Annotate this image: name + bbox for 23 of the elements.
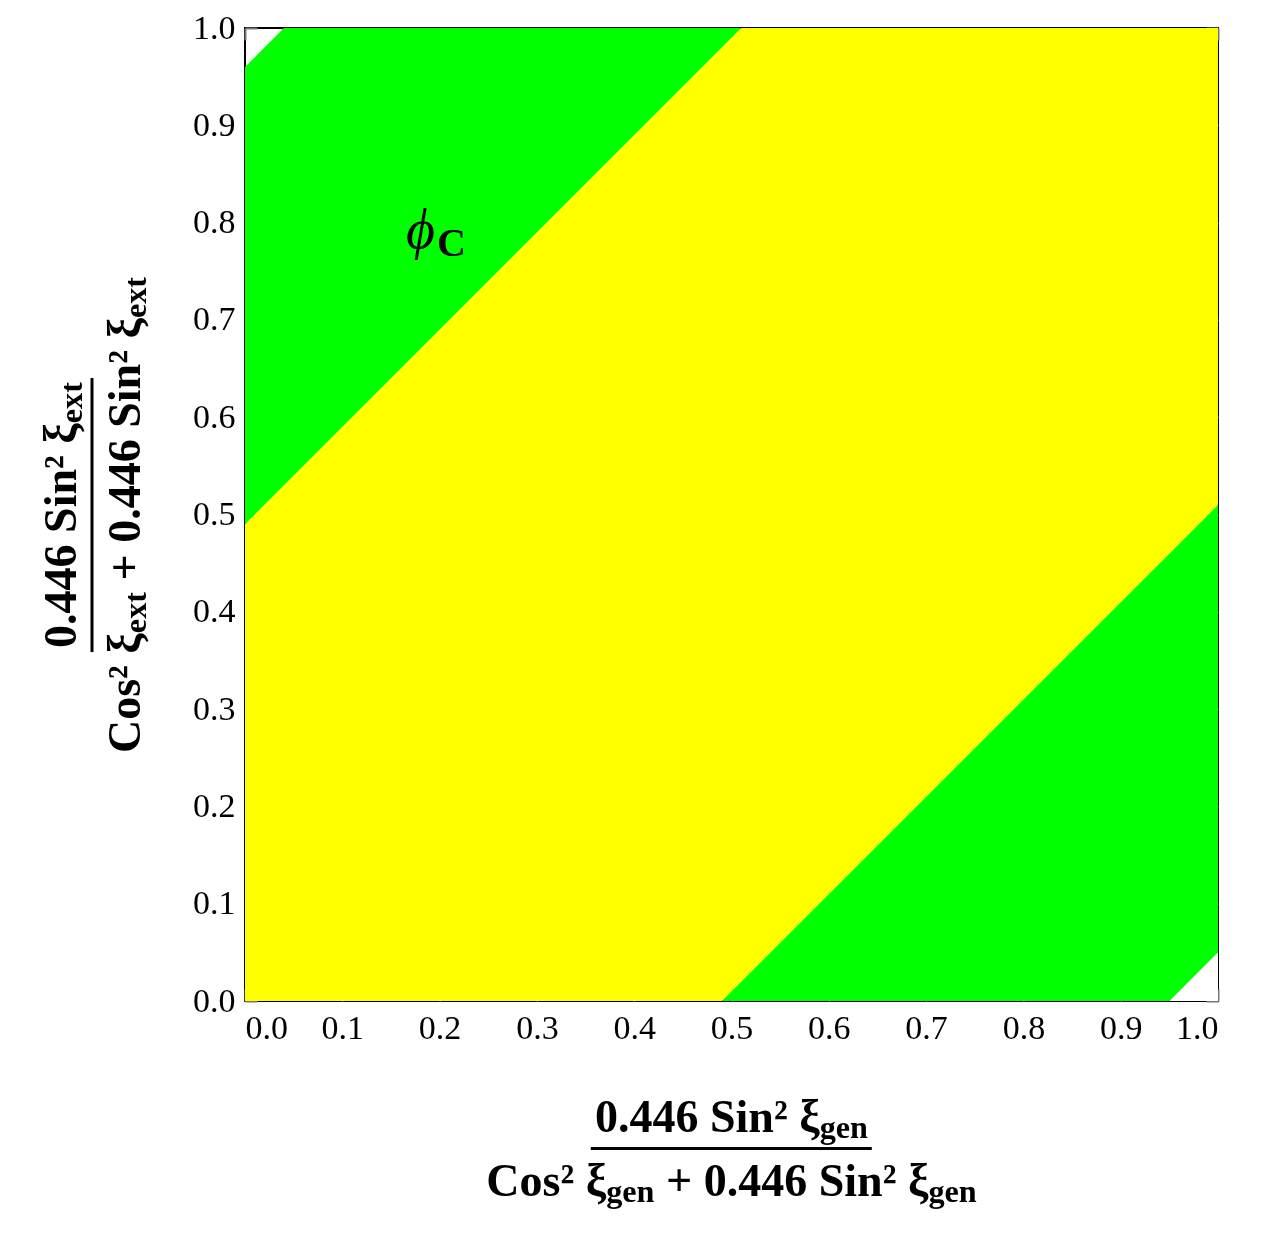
y-tick-label: 0.2	[193, 786, 236, 824]
x-tick-label: 0.4	[613, 1008, 656, 1046]
y-tick-label: 0.1	[193, 884, 236, 922]
y-tick-label: 1.0	[193, 8, 236, 46]
y-tick-label: 0.4	[193, 592, 236, 630]
x-tick-label: 0.2	[418, 1008, 462, 1046]
x-tick-label: 0.9	[1099, 1008, 1143, 1046]
x-tick-label: 0.3	[516, 1008, 559, 1046]
x-tick-label: 0.1	[321, 1008, 365, 1046]
x-tick-label: 0.7	[905, 1008, 948, 1046]
x-tick-label: 0.0	[245, 1008, 288, 1046]
text: 0.446 Sin² ξ$_{gen}$ Cos² ξ$_{gen}$ + 0.446 Sin² ξ$_{gen}$	[486, 1091, 977, 1210]
y-tick-label: 0.9	[193, 105, 236, 143]
y-tick-label: 0.6	[193, 397, 236, 435]
y-tick-label: 0.8	[193, 203, 236, 241]
y-tick-label: 0.0	[193, 981, 236, 1019]
y-tick-label: 0.7	[193, 300, 236, 338]
y-tick-label: 0.3	[193, 689, 236, 727]
x-tick-label: 0.6	[808, 1008, 851, 1046]
x-tick-label: 0.5	[710, 1008, 754, 1046]
x-tick-label: 0.8	[1002, 1008, 1046, 1046]
x-tick-label: 1.0	[1176, 1008, 1219, 1046]
y-tick-label: 0.5	[193, 495, 236, 532]
